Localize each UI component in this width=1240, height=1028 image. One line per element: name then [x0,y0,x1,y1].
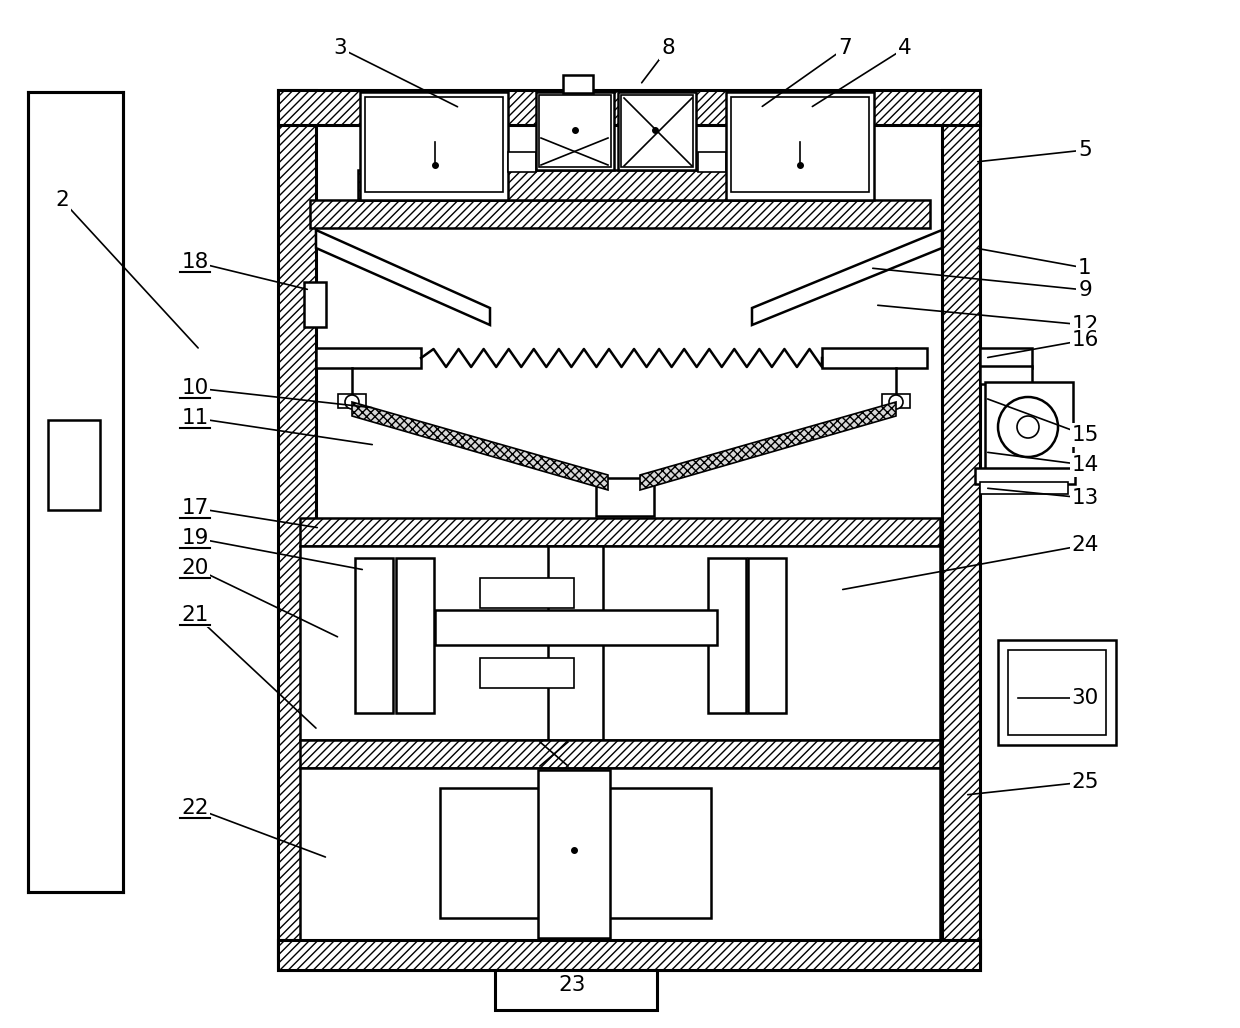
Bar [360,91,508,200]
Bar [339,394,366,408]
Bar [310,200,930,228]
Text: 1: 1 [1079,258,1091,278]
Bar [480,578,574,608]
Polygon shape [352,402,608,490]
Bar [365,97,503,192]
Bar [708,558,746,713]
Bar [435,610,717,645]
Polygon shape [640,402,897,490]
Bar [980,348,1032,368]
Text: 13: 13 [1071,488,1099,508]
Text: 4: 4 [898,38,911,58]
Text: 10: 10 [181,378,208,398]
Bar [980,482,1068,494]
Text: 11: 11 [181,408,208,428]
Bar [882,394,910,408]
Text: 24: 24 [1071,535,1099,555]
Bar [1008,650,1106,735]
Bar [508,152,536,172]
Bar [596,478,653,516]
Bar [606,788,711,918]
Text: 9: 9 [1078,280,1092,300]
Bar [29,91,123,892]
Text: 17: 17 [181,498,208,518]
Circle shape [345,395,360,409]
Bar [278,90,980,125]
Bar [985,382,1073,472]
Bar [300,546,940,740]
Circle shape [889,395,903,409]
Bar [355,558,393,713]
Circle shape [1017,416,1039,438]
Bar [536,91,614,170]
Text: 25: 25 [1071,772,1099,792]
Bar [300,740,940,768]
Text: 16: 16 [1071,330,1099,350]
Text: 19: 19 [181,528,208,548]
Bar [278,940,980,970]
Bar [998,640,1116,745]
Text: 18: 18 [181,252,208,272]
Bar [278,90,316,958]
Text: 8: 8 [661,38,675,58]
Text: 30: 30 [1071,688,1099,708]
Bar [304,282,326,327]
Bar [732,97,869,192]
Text: 22: 22 [181,798,208,818]
Text: 3: 3 [334,38,347,58]
Bar [358,170,861,200]
Polygon shape [316,230,490,325]
Circle shape [998,397,1058,457]
Bar [698,152,725,172]
Text: 14: 14 [1071,455,1099,475]
Bar [300,518,940,546]
Bar [480,658,574,688]
Bar [396,558,434,713]
Bar [548,546,603,740]
Text: 15: 15 [1071,425,1099,445]
Bar [975,468,1075,484]
Text: 12: 12 [1071,315,1099,335]
Bar [538,770,610,938]
Bar [748,558,786,713]
Text: 20: 20 [181,558,208,578]
Bar [980,366,1032,384]
Text: 7: 7 [838,38,852,58]
Bar [618,91,696,170]
Bar [278,940,980,970]
Text: 5: 5 [1078,140,1092,160]
Bar [300,768,940,942]
Bar [563,75,593,93]
Bar [621,95,693,167]
Bar [48,420,100,510]
Text: 23: 23 [558,975,585,995]
Bar [440,788,546,918]
Bar [942,90,980,958]
Bar [316,348,422,368]
Bar [725,91,874,200]
Text: 2: 2 [55,190,69,210]
Bar [539,95,611,167]
Bar [822,348,928,368]
Text: 21: 21 [181,605,208,625]
Polygon shape [751,230,942,325]
Bar [495,970,657,1009]
